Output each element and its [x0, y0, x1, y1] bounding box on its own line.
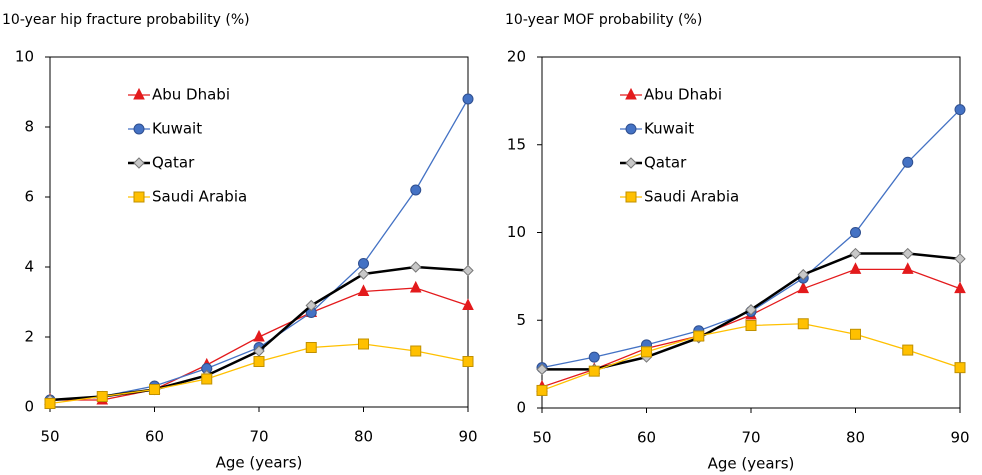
marker — [358, 258, 369, 269]
x-tick-label: 90 — [950, 429, 969, 447]
legend-label: Qatar — [152, 154, 195, 172]
marker — [409, 280, 422, 293]
marker — [253, 329, 265, 342]
marker — [588, 351, 600, 363]
marker — [797, 318, 809, 330]
marker — [462, 298, 474, 310]
marker — [410, 261, 422, 273]
marker — [849, 247, 862, 260]
x-tick-label: 50 — [40, 428, 59, 446]
marker — [902, 247, 914, 260]
marker — [745, 304, 757, 316]
y-tick-label: 4 — [24, 258, 34, 276]
marker — [902, 344, 914, 356]
marker — [44, 398, 56, 409]
y-tick-label: 2 — [24, 328, 34, 346]
marker — [954, 104, 966, 116]
marker — [536, 363, 548, 376]
marker — [797, 268, 809, 281]
series-line — [541, 323, 961, 392]
legend-label: Kuwait — [152, 120, 202, 138]
y-tick-label: 15 — [507, 135, 526, 153]
y-tick-label: 10 — [507, 223, 526, 241]
marker — [462, 93, 474, 105]
legend-label: Saudi Arabia — [644, 188, 739, 206]
marker — [850, 227, 861, 238]
marker — [641, 346, 652, 358]
marker — [358, 338, 369, 350]
marker — [850, 328, 861, 340]
legend-marker — [625, 87, 637, 100]
legend-label: Abu Dhabi — [152, 86, 230, 104]
marker — [305, 299, 317, 312]
x-tick-label: 60 — [637, 429, 656, 447]
chart-title: 10-year hip fracture probability (%) — [2, 12, 250, 28]
marker — [462, 264, 474, 277]
legend-label: Qatar — [644, 154, 687, 172]
y-tick-label: 0 — [516, 399, 526, 417]
y-tick-label: 0 — [24, 398, 34, 416]
marker — [253, 356, 265, 367]
y-tick-label: 8 — [24, 118, 34, 136]
marker — [149, 384, 160, 395]
x-tick-label: 70 — [249, 428, 268, 446]
legend-marker — [133, 87, 145, 100]
marker — [954, 362, 966, 374]
marker — [96, 391, 108, 402]
marker — [357, 284, 370, 296]
marker — [462, 356, 474, 367]
x-tick-label: 80 — [354, 428, 373, 446]
marker — [410, 345, 422, 357]
x-tick-label: 80 — [846, 429, 865, 447]
marker — [693, 330, 705, 342]
marker — [954, 281, 966, 294]
marker — [357, 268, 370, 280]
marker — [902, 156, 914, 168]
y-tick-label: 6 — [24, 188, 34, 206]
marker — [305, 342, 317, 353]
x-tick-label: 50 — [532, 429, 551, 447]
legend-marker — [133, 191, 145, 203]
x-axis-label: Age (years) — [216, 454, 303, 472]
legend-marker — [625, 157, 637, 169]
marker — [849, 262, 862, 274]
y-tick-label: 20 — [507, 48, 526, 66]
plot-frame — [541, 56, 961, 409]
x-tick-label: 60 — [145, 428, 164, 446]
legend-label: Saudi Arabia — [152, 188, 247, 206]
marker — [797, 281, 810, 294]
y-tick-label: 10 — [15, 48, 34, 66]
marker — [954, 253, 966, 265]
x-tick-label: 70 — [741, 429, 760, 447]
x-axis-label: Age (years) — [708, 455, 795, 473]
legend-marker — [625, 191, 637, 203]
legend-marker — [133, 157, 145, 169]
marker — [536, 384, 548, 396]
marker — [745, 320, 757, 332]
y-tick-label: 5 — [516, 311, 526, 329]
legend-marker — [625, 123, 637, 135]
marker — [201, 373, 213, 385]
legend-label: Kuwait — [644, 120, 694, 138]
marker — [410, 184, 422, 196]
marker — [588, 365, 600, 377]
x-tick-label: 90 — [458, 428, 477, 446]
chart-title: 10-year MOF probability (%) — [505, 12, 702, 28]
legend-label: Abu Dhabi — [644, 86, 722, 104]
legend-marker — [133, 123, 145, 135]
marker — [901, 262, 914, 274]
